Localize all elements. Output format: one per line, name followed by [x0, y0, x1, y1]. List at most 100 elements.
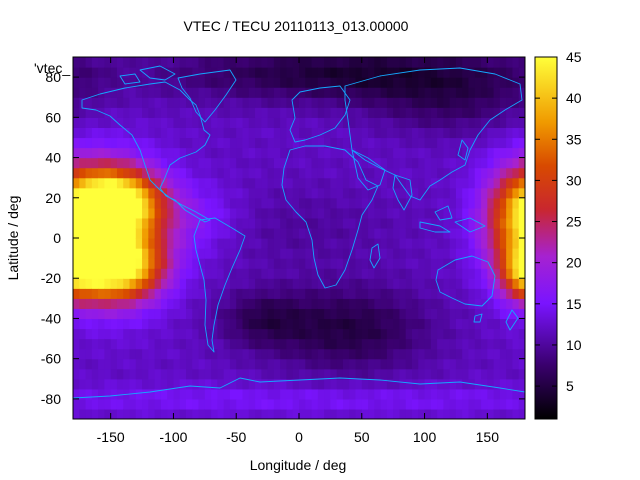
heatmap-cell: [85, 308, 93, 320]
heatmap-cell: [349, 197, 357, 209]
heatmap-cell: [129, 328, 137, 340]
heatmap-cell: [267, 167, 275, 179]
heatmap-cell: [273, 378, 281, 390]
heatmap-cell: [267, 147, 275, 159]
heatmap-cell: [236, 147, 244, 159]
heatmap-cell: [499, 197, 507, 209]
heatmap-cell: [424, 368, 432, 380]
heatmap-cell: [217, 77, 225, 88]
heatmap-cell: [487, 107, 495, 118]
heatmap-cell: [368, 137, 375, 149]
heatmap-cell: [292, 137, 300, 149]
heatmap-cell: [292, 107, 300, 118]
heatmap-cell: [148, 177, 156, 189]
heatmap-cell: [116, 117, 124, 128]
heatmap-cell: [267, 338, 275, 350]
heatmap-cell: [462, 137, 470, 149]
heatmap-cell: [223, 157, 231, 169]
heatmap-cell: [336, 147, 344, 159]
heatmap-cell: [167, 248, 175, 259]
heatmap-cell: [380, 318, 388, 330]
heatmap-cell: [355, 358, 363, 370]
heatmap-cell: [179, 388, 187, 400]
heatmap-cell: [148, 288, 156, 299]
heatmap-cell: [380, 238, 388, 249]
heatmap-cell: [412, 298, 419, 309]
heatmap-cell: [267, 268, 275, 279]
heatmap-cell: [280, 328, 288, 340]
heatmap-cell: [123, 278, 131, 289]
heatmap-cell: [380, 298, 388, 309]
heatmap-cell: [192, 348, 200, 360]
heatmap-cell: [399, 157, 407, 169]
heatmap-cell: [368, 298, 375, 309]
heatmap-cell: [91, 167, 99, 179]
heatmap-cell: [324, 298, 331, 309]
heatmap-cell: [506, 388, 514, 400]
heatmap-cell: [349, 217, 357, 229]
heatmap-cell: [305, 258, 313, 269]
heatmap-cell: [317, 227, 325, 239]
heatmap-cell: [104, 187, 112, 199]
heatmap-cell: [468, 87, 476, 98]
heatmap-cell: [91, 348, 99, 360]
heatmap-cell: [424, 288, 432, 299]
heatmap-cell: [255, 177, 262, 189]
heatmap-cell: [455, 167, 463, 179]
heatmap-cell: [380, 278, 388, 289]
heatmap-cell: [506, 67, 514, 78]
heatmap-cell: [512, 408, 520, 419]
heatmap-cell: [223, 308, 231, 320]
heatmap-cell: [198, 207, 206, 219]
heatmap-cell: [299, 117, 306, 128]
heatmap-cell: [412, 67, 419, 78]
heatmap-cell: [173, 117, 181, 128]
heatmap-cell: [104, 278, 112, 289]
heatmap-cell: [487, 87, 495, 98]
heatmap-cell: [204, 328, 212, 340]
heatmap-cell: [229, 308, 237, 320]
heatmap-cell: [405, 57, 413, 68]
heatmap-cell: [405, 408, 413, 419]
heatmap-cell: [273, 107, 281, 118]
heatmap-cell: [286, 67, 294, 78]
heatmap-cell: [242, 398, 250, 410]
heatmap-cell: [386, 97, 394, 108]
heatmap-cell: [160, 268, 168, 279]
heatmap-cell: [211, 137, 218, 149]
heatmap-cell: [412, 398, 419, 410]
heatmap-cell: [499, 378, 507, 390]
heatmap-cell: [173, 87, 181, 98]
heatmap-cell: [305, 137, 313, 149]
heatmap-cell: [273, 358, 281, 370]
heatmap-cell: [223, 248, 231, 259]
heatmap-cell: [248, 318, 256, 330]
heatmap-cell: [85, 197, 93, 209]
heatmap-cell: [330, 338, 338, 350]
heatmap-cell: [299, 358, 306, 370]
heatmap-cell: [455, 298, 463, 309]
heatmap-cell: [311, 248, 319, 259]
heatmap-cell: [186, 328, 193, 340]
heatmap-cell: [393, 358, 401, 370]
heatmap-cell: [336, 107, 344, 118]
heatmap-cell: [368, 97, 375, 108]
heatmap-cell: [324, 187, 331, 199]
heatmap-cell: [518, 408, 525, 419]
heatmap-cell: [412, 57, 419, 68]
heatmap-cell: [148, 308, 156, 320]
heatmap-cell: [236, 137, 244, 149]
heatmap-cell: [487, 238, 495, 249]
heatmap-cell: [374, 227, 382, 239]
heatmap-cell: [73, 147, 80, 159]
heatmap-cell: [123, 408, 131, 419]
heatmap-cell: [481, 77, 488, 88]
heatmap-cell: [273, 97, 281, 108]
heatmap-cell: [255, 127, 262, 139]
heatmap-cell: [349, 378, 357, 390]
heatmap-cell: [368, 107, 375, 118]
heatmap-cell: [123, 157, 131, 169]
heatmap-cell: [211, 378, 218, 390]
heatmap-cell: [424, 318, 432, 330]
heatmap-cell: [286, 167, 294, 179]
